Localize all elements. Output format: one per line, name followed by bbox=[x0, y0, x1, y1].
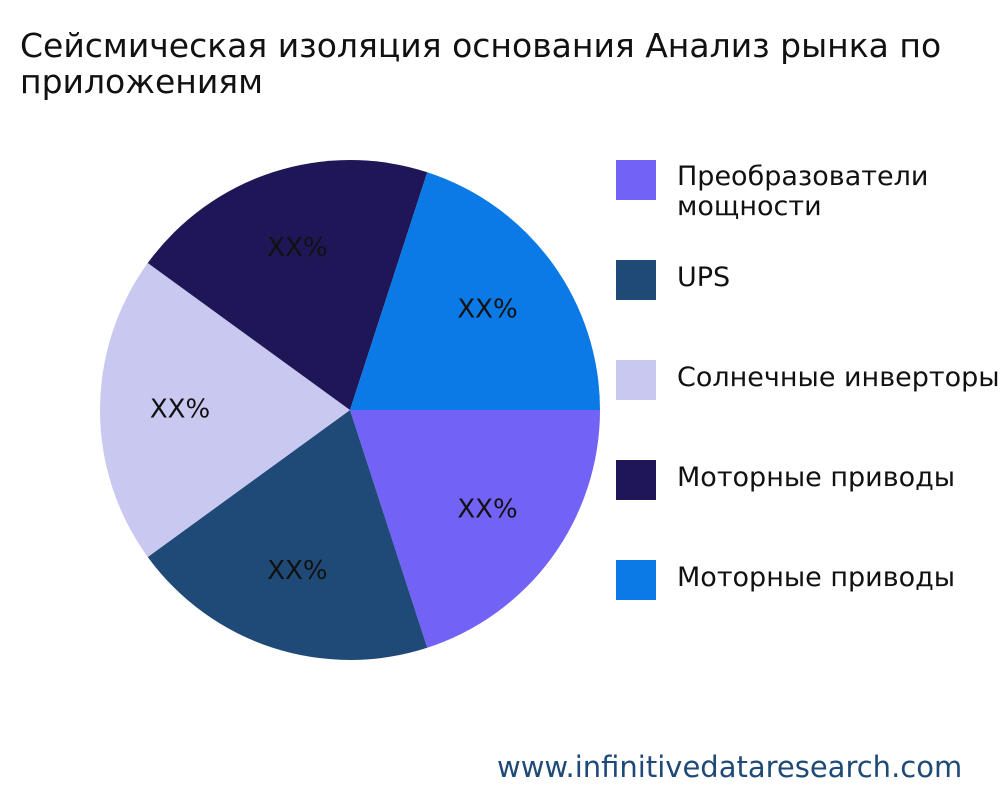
source-url[interactable]: www.infinitivedataresearch.com bbox=[497, 750, 963, 784]
legend-label: Солнечные инверторы bbox=[677, 362, 1000, 393]
pie-slice-label-2: XX% bbox=[267, 556, 327, 586]
pie-slice-label-5: XX% bbox=[457, 295, 517, 325]
pie-slice-label-1: XX% bbox=[457, 494, 517, 524]
chart-title-line-1: Сейсмическая изоляция основания Анализ р… bbox=[20, 26, 942, 65]
pie-slice-1 bbox=[350, 410, 600, 648]
chart-title-line-2: приложениям bbox=[20, 62, 264, 101]
pie-chart: XX% XX% XX% XX% XX% bbox=[100, 160, 600, 660]
legend-label: UPS bbox=[677, 262, 731, 293]
pie-slice-5 bbox=[350, 172, 600, 410]
legend-label: Преобразователи мощности bbox=[677, 161, 929, 222]
chart-title: Сейсмическая изоляция основания Анализ р… bbox=[20, 28, 995, 100]
legend-swatch bbox=[616, 560, 656, 600]
legend-swatch bbox=[616, 260, 656, 300]
chart-legend: Преобразователи мощности UPS Солнечные и… bbox=[616, 158, 1000, 658]
legend-item-ups: UPS bbox=[616, 258, 1000, 358]
legend-swatch bbox=[616, 360, 656, 400]
pie-slice-3 bbox=[100, 263, 350, 557]
legend-label: Моторные приводы bbox=[677, 562, 956, 593]
legend-item-motor-drives-2: Моторные приводы bbox=[616, 558, 1000, 658]
legend-item-motor-drives-1: Моторные приводы bbox=[616, 458, 1000, 558]
pie-slice-2 bbox=[147, 410, 428, 660]
legend-item-power-converters: Преобразователи мощности bbox=[616, 158, 1000, 258]
legend-label: Моторные приводы bbox=[677, 462, 956, 493]
legend-item-solar-inverters: Солнечные инверторы bbox=[616, 358, 1000, 458]
pie-slice-4 bbox=[147, 160, 428, 410]
legend-swatch bbox=[616, 460, 656, 500]
legend-swatch bbox=[616, 160, 656, 200]
pie-slice-label-3: XX% bbox=[150, 395, 210, 425]
pie-slice-label-4: XX% bbox=[267, 233, 327, 263]
